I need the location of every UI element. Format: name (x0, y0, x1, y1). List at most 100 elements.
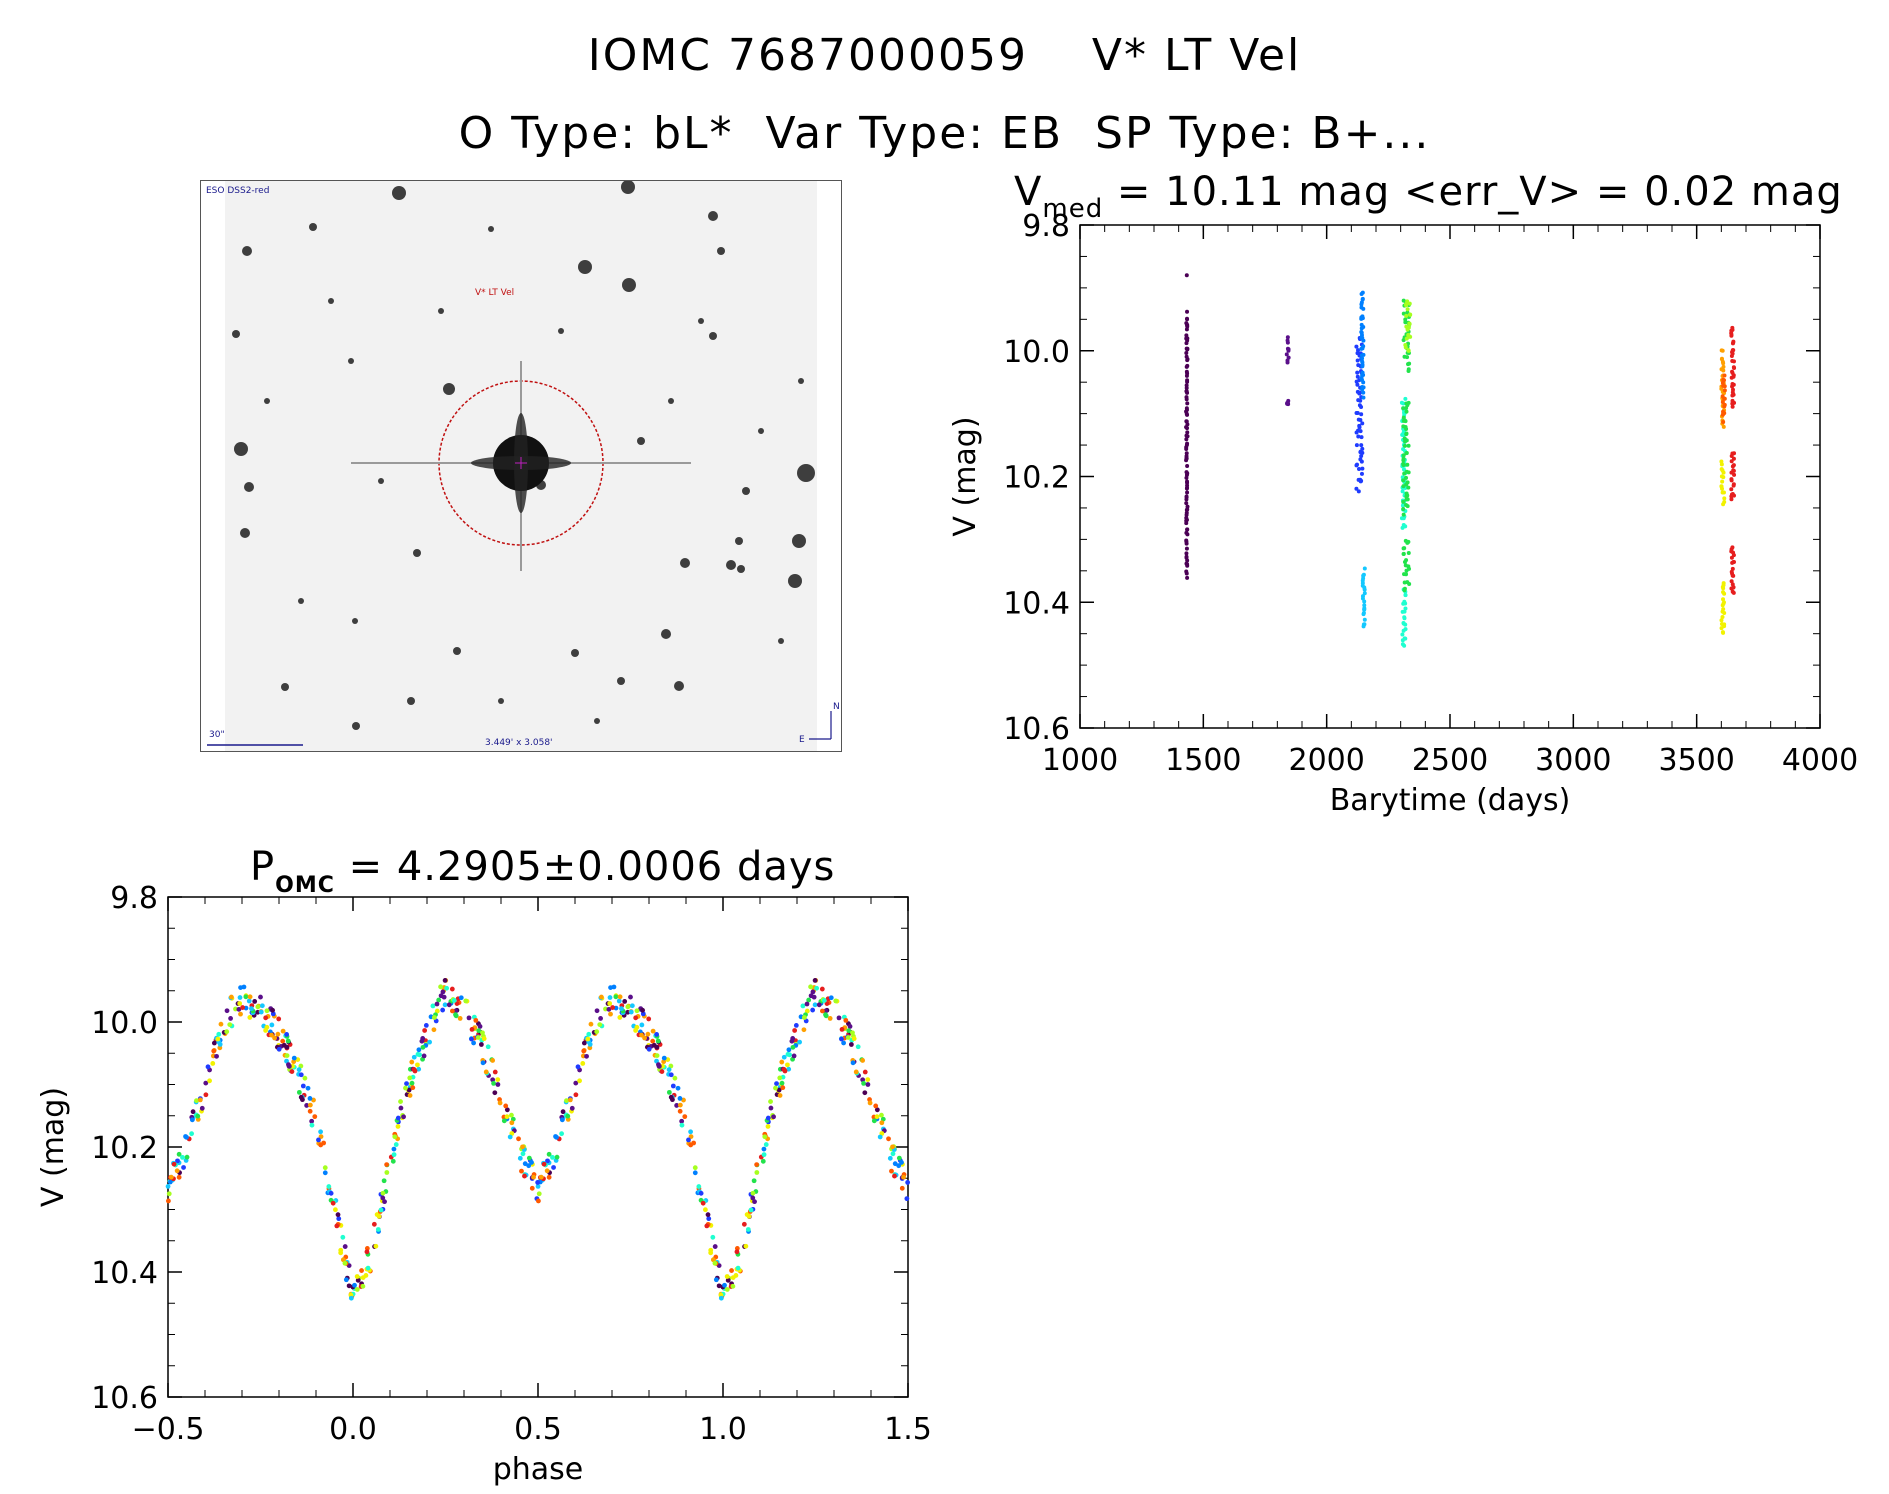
data-point (365, 1265, 371, 1271)
data-point (780, 1085, 786, 1091)
data-point (625, 1004, 631, 1010)
data-point (174, 1168, 180, 1174)
data-point (238, 1011, 243, 1017)
data-point (284, 1053, 290, 1059)
data-point (415, 1051, 421, 1057)
data-point (1359, 471, 1364, 476)
data-point (1357, 390, 1362, 395)
data-point (712, 1260, 718, 1266)
data-point (181, 1165, 186, 1170)
y-tick-label: 10.4 (1003, 586, 1070, 621)
data-point (765, 1115, 771, 1121)
target-label: V* LT Vel (475, 288, 514, 298)
data-point (1185, 430, 1190, 435)
data-point (340, 1234, 346, 1240)
data-point (391, 1152, 397, 1158)
data-point (679, 1118, 685, 1124)
data-point (1721, 586, 1726, 591)
data-point (228, 1016, 233, 1021)
data-point (1362, 587, 1367, 592)
data-point (1730, 393, 1735, 398)
data-point (440, 1007, 446, 1013)
data-point (517, 1155, 523, 1161)
data-point (1402, 580, 1407, 585)
data-point (326, 1184, 332, 1189)
data-point (1284, 352, 1289, 357)
data-point (1184, 512, 1189, 517)
data-point (1356, 348, 1361, 353)
data-point (577, 1078, 582, 1084)
data-point (1405, 462, 1410, 467)
x-tick-label: 3000 (1535, 743, 1611, 778)
chart-title: POMC = 4.2905±0.0006 days (250, 844, 834, 898)
data-point (442, 977, 448, 983)
data-point (1729, 494, 1734, 499)
data-point (1361, 380, 1366, 385)
data-point (1185, 317, 1190, 322)
data-point (1360, 596, 1365, 601)
data-point (478, 1042, 484, 1047)
data-point (217, 1041, 223, 1047)
data-point (529, 1160, 534, 1165)
data-point (691, 1140, 697, 1146)
data-point (538, 1174, 544, 1180)
data-point (1719, 462, 1724, 467)
data-point (706, 1216, 712, 1222)
data-point (1184, 546, 1189, 551)
data-point (526, 1155, 532, 1161)
y-tick-label: 10.0 (91, 1006, 158, 1041)
data-point (682, 1114, 688, 1120)
x-tick-label: 0.5 (514, 1412, 562, 1447)
data-point (1402, 443, 1407, 448)
data-point (1404, 313, 1409, 318)
data-point (1355, 410, 1360, 415)
data-point (1359, 454, 1364, 459)
data-point (463, 998, 469, 1004)
data-point (559, 1131, 565, 1137)
data-point (724, 1274, 730, 1279)
data-point (1719, 484, 1724, 489)
data-point (801, 1027, 807, 1033)
data-point (1356, 489, 1361, 494)
data-point (520, 1144, 525, 1150)
data-point (1185, 463, 1190, 468)
data-point (1731, 456, 1736, 461)
data-point (1362, 617, 1367, 622)
data-point (1401, 507, 1406, 512)
y-tick-label: 10.0 (1003, 335, 1070, 370)
data-point (430, 1003, 436, 1009)
data-point (745, 1227, 751, 1232)
data-point (280, 1038, 286, 1044)
data-point (286, 1063, 292, 1069)
data-point (1184, 341, 1189, 346)
data-point (264, 1008, 270, 1014)
data-point (1184, 571, 1189, 576)
data-point (628, 994, 633, 1000)
data-point (560, 1109, 566, 1115)
data-point (836, 1015, 842, 1021)
data-point (1359, 459, 1364, 464)
data-point (217, 1045, 223, 1051)
data-point (1408, 334, 1413, 339)
data-point (1185, 358, 1190, 363)
data-point (492, 1069, 498, 1075)
data-point (1184, 470, 1189, 475)
data-point (1354, 430, 1359, 435)
data-point (688, 1129, 693, 1135)
data-point (522, 1173, 527, 1179)
data-point (879, 1120, 885, 1126)
data-point (1358, 450, 1363, 455)
data-point (312, 1114, 318, 1120)
data-point (492, 1090, 498, 1096)
data-point (441, 994, 447, 1000)
data-point (821, 998, 827, 1003)
data-point (453, 1012, 458, 1018)
data-point (168, 1174, 174, 1180)
data-point (1184, 458, 1189, 463)
data-point (797, 1039, 802, 1045)
data-point (761, 1152, 767, 1158)
data-point (501, 1118, 507, 1124)
data-point (1402, 471, 1407, 476)
data-point (1360, 466, 1365, 471)
data-point (1729, 354, 1734, 359)
